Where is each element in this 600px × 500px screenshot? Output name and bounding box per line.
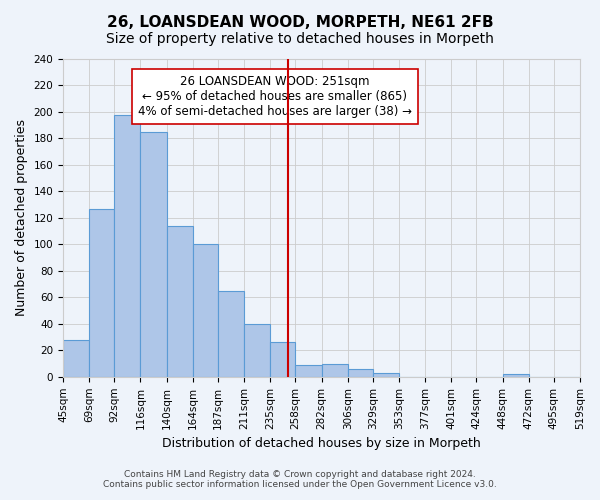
Bar	[167, 226, 193, 377]
Bar	[347, 369, 373, 377]
Bar	[193, 244, 218, 377]
Bar	[218, 290, 244, 377]
Bar	[63, 340, 89, 377]
Text: Contains HM Land Registry data © Crown copyright and database right 2024.
Contai: Contains HM Land Registry data © Crown c…	[103, 470, 497, 489]
Bar	[373, 373, 399, 377]
Bar	[270, 342, 295, 377]
Bar	[89, 208, 114, 377]
Text: 26, LOANSDEAN WOOD, MORPETH, NE61 2FB: 26, LOANSDEAN WOOD, MORPETH, NE61 2FB	[107, 15, 493, 30]
X-axis label: Distribution of detached houses by size in Morpeth: Distribution of detached houses by size …	[162, 437, 481, 450]
Y-axis label: Number of detached properties: Number of detached properties	[15, 120, 28, 316]
Text: Size of property relative to detached houses in Morpeth: Size of property relative to detached ho…	[106, 32, 494, 46]
Bar	[322, 364, 347, 377]
Bar	[295, 365, 322, 377]
Text: 26 LOANSDEAN WOOD: 251sqm
← 95% of detached houses are smaller (865)
4% of semi-: 26 LOANSDEAN WOOD: 251sqm ← 95% of detac…	[138, 75, 412, 118]
Bar	[244, 324, 270, 377]
Bar	[140, 132, 167, 377]
Bar	[503, 374, 529, 377]
Bar	[114, 114, 140, 377]
